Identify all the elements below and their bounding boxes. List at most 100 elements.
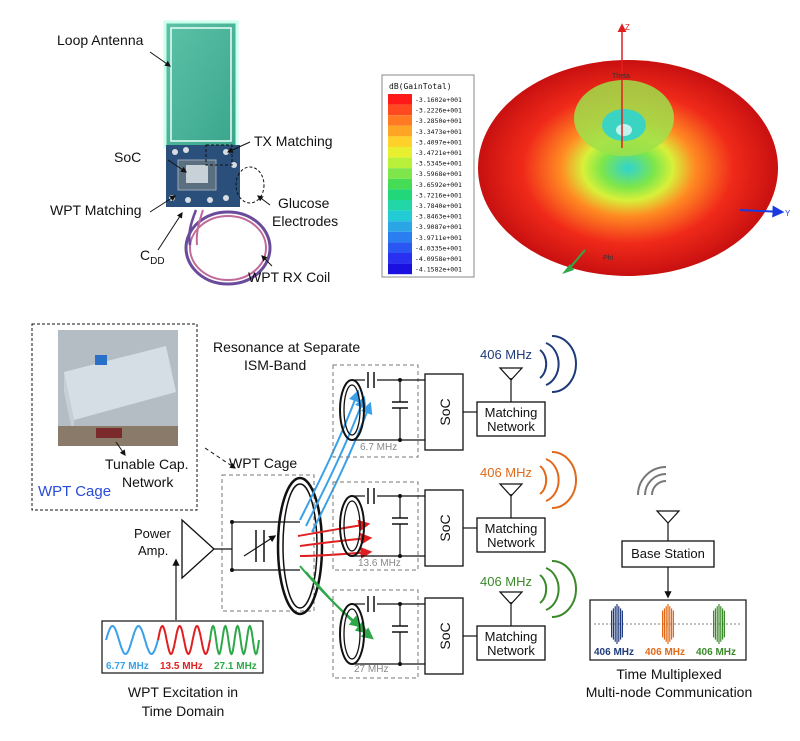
label-glucose: Glucose [278,195,330,211]
gain-legend-value: -3.5345e+001 [415,160,462,168]
loop-antenna-shape [163,20,239,149]
label-wpt-rx-coil: WPT RX Coil [248,269,330,285]
power-amp-line2: Amp. [138,543,168,558]
gain-legend-swatch [388,263,412,275]
wpt-rx-coil-shape [184,210,272,286]
base-station-box [621,540,715,568]
node-res-freq: 13.6 MHz [358,558,401,569]
gain-legend-swatch [388,147,412,158]
inset-title: WPT Cage [38,483,111,500]
axis-phi-label: Phi [603,255,614,262]
node-matching-box [476,401,546,437]
label-wpt-matching: WPT Matching [50,202,142,218]
gain-legend-swatch [388,94,412,105]
base-station-antenna-icon [655,510,681,524]
receiver-node-2: 13.6 MHz SoC Matching Network 406 MHz [332,451,577,571]
inset-caption-line1: Tunable Cap. [105,456,189,472]
power-amp-symbol [181,518,215,580]
node-radio-freq: 406 MHz [480,574,532,589]
gain-legend-value: -3.6592e+001 [415,181,462,189]
gain-legend-swatch [388,231,412,243]
axis-y-label: Y [785,209,791,218]
node-antenna-icon [498,591,524,605]
waveform-6-77mhz [105,624,159,656]
device-photo: Loop Antenna TX Matching SoC Glucose Ele… [50,20,338,286]
gain-legend-swatch [388,242,412,253]
gain-legend-swatch [388,136,412,147]
node-matching-line1: Matching [485,405,538,420]
label-tx-matching: TX Matching [254,133,333,149]
gain-legend-rows: -3.1602e+001 -3.2226e+001 -3.2850e+001 -3.3… [388,94,462,275]
gain-legend-swatch [388,115,412,126]
gain-legend-value: -3.9087e+001 [415,223,462,231]
axis-z-label: Z [625,23,630,32]
tx-matching-box [205,144,233,166]
label-cdd: CDD [140,247,165,267]
base-station-label: Base Station [631,546,705,561]
resonance-label-line1: Resonance at Separate [213,339,360,355]
node-res-freq: 6.7 MHz [360,442,397,453]
glucose-electrodes-outline [235,166,265,204]
gain-legend-value: -3.8463e+001 [415,213,462,221]
waveform-27-1mhz [209,624,260,656]
node-wave-icon [539,335,577,393]
node-matching-line1: Matching [485,521,538,536]
excitation-freq-3: 27.1 MHz [214,661,257,672]
gain-legend-value: -4.1582e+001 [415,266,462,274]
receiver-node-3: 27 MHz SoC Matching Network 406 MHz [332,560,577,679]
torus-body [478,60,778,276]
node-radio-freq: 406 MHz [480,347,532,362]
node-antenna-icon [498,483,524,497]
node-antenna-icon [498,367,524,381]
bs-freq-1: 406 MHz [594,647,634,658]
wpt-cage-inset-box [31,323,198,511]
node-soc-label: SoC [437,622,453,649]
gain-legend-value: -3.4721e+001 [415,149,462,157]
tx-coil [276,476,324,616]
wpt-cage-box [221,474,315,612]
gain-legend-value: -3.2850e+001 [415,117,462,125]
gain-legend-swatch [388,157,412,169]
base-station-wave-icon [637,466,667,496]
node-soc-box [424,489,464,567]
gain-legend-title: dB(GainTotal) [389,82,452,91]
excitation-caption-line1: WPT Excitation in [128,684,238,700]
node-soc-label: SoC [437,398,453,425]
gain-legend-value: -3.1602e+001 [415,96,462,104]
gain-legend-value: -3.5968e+001 [415,170,462,178]
waveform-13-5mhz [157,624,211,656]
gain-legend-swatch [388,125,412,137]
node-res-freq: 27 MHz [354,664,388,675]
gain-legend-swatch [388,200,412,211]
receiver-node-1: 6.7 MHz SoC Matching Network 406 MHz [332,335,577,458]
excitation-freq-2: 13.5 MHz [160,661,203,672]
gain-legend-swatch [388,253,412,264]
node-soc-box [424,373,464,451]
excitation-freq-1: 6.77 MHz [106,661,149,672]
node-radio-freq: 406 MHz [480,465,532,480]
gain-legend-value: -3.9711e+001 [415,234,462,242]
radiation-pattern: dB(GainTotal) -3.1602e+001 -3.2226e+001 -3… [381,23,791,278]
node-matching-line2: Network [487,419,535,434]
gain-legend-swatch [388,104,412,116]
excitation-caption-line2: Time Domain [142,703,225,719]
gain-legend-value: -3.2226e+001 [415,107,462,115]
node-matching-line1: Matching [485,629,538,644]
gain-legend-value: -3.4097e+001 [415,138,462,146]
node-soc-label: SoC [437,514,453,541]
node-wave-icon [539,451,577,509]
bs-freq-3: 406 MHz [696,647,736,658]
node-resonator-box [332,364,419,458]
gain-legend-swatch [388,168,412,179]
node-soc-box [424,597,464,675]
node-resonator-box [332,589,419,679]
node-wave-icon [539,560,577,618]
label-loop-antenna: Loop Antenna [57,32,144,48]
inset-caption-line2: Network [122,474,174,490]
system-diagram: Tunable Cap. Network WPT Cage WPT Cage R… [31,323,752,719]
gain-legend-swatch [388,221,412,232]
node-matching-line2: Network [487,535,535,550]
node-resonator-box [332,481,419,571]
gain-legend-swatch [388,178,412,190]
axis-theta-label: Theta [612,73,630,80]
